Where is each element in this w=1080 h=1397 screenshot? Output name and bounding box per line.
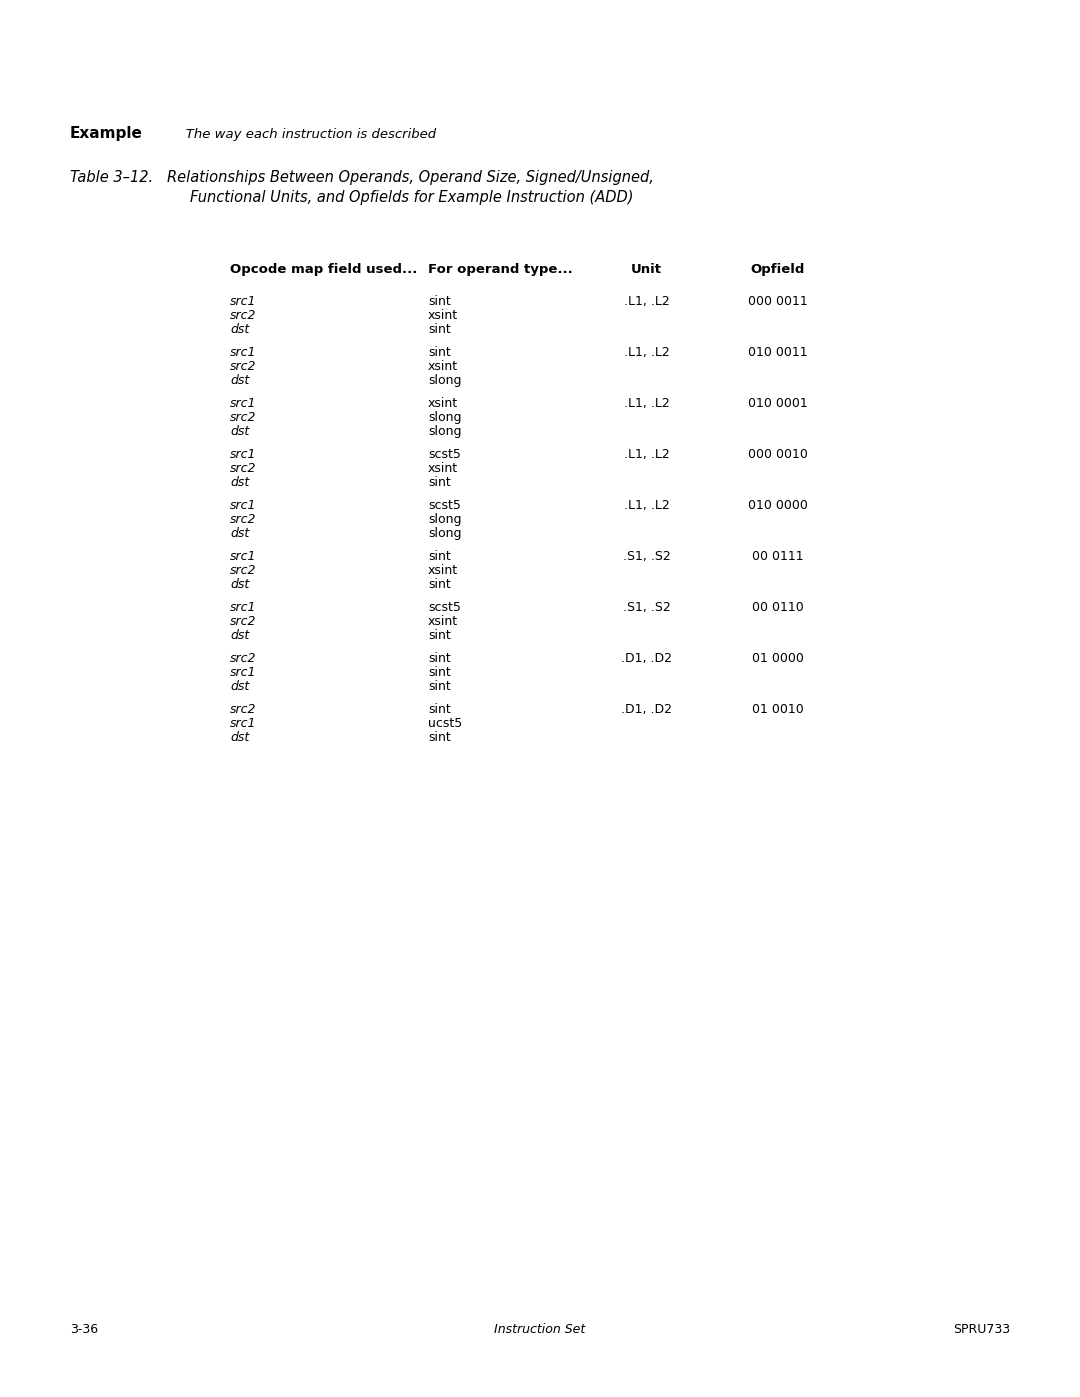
Text: 010 0001: 010 0001 xyxy=(747,397,808,409)
Text: dst: dst xyxy=(230,374,249,387)
Text: src1: src1 xyxy=(230,601,257,615)
Text: src1: src1 xyxy=(230,397,257,409)
Text: sint: sint xyxy=(428,323,450,337)
Text: SPRU733: SPRU733 xyxy=(953,1323,1010,1336)
Text: sint: sint xyxy=(428,346,450,359)
Text: sint: sint xyxy=(428,578,450,591)
Text: 01 0000: 01 0000 xyxy=(752,652,804,665)
Text: sint: sint xyxy=(428,652,450,665)
Text: scst5: scst5 xyxy=(428,499,461,511)
Text: slong: slong xyxy=(428,527,461,541)
Text: sint: sint xyxy=(428,476,450,489)
Text: src2: src2 xyxy=(230,703,257,717)
Text: .D1, .D2: .D1, .D2 xyxy=(621,652,672,665)
Text: .L1, .L2: .L1, .L2 xyxy=(623,448,670,461)
Text: sint: sint xyxy=(428,680,450,693)
Text: xsint: xsint xyxy=(428,397,458,409)
Text: src2: src2 xyxy=(230,309,257,321)
Text: 000 0010: 000 0010 xyxy=(747,448,808,461)
Text: scst5: scst5 xyxy=(428,601,461,615)
Text: The way each instruction is described: The way each instruction is described xyxy=(173,129,435,141)
Text: dst: dst xyxy=(230,323,249,337)
Text: dst: dst xyxy=(230,476,249,489)
Text: slong: slong xyxy=(428,411,461,425)
Text: src2: src2 xyxy=(230,360,257,373)
Text: .L1, .L2: .L1, .L2 xyxy=(623,397,670,409)
Text: 010 0000: 010 0000 xyxy=(747,499,808,511)
Text: src2: src2 xyxy=(230,652,257,665)
Text: src2: src2 xyxy=(230,513,257,527)
Text: sint: sint xyxy=(428,731,450,745)
Text: 01 0010: 01 0010 xyxy=(752,703,804,717)
Text: src1: src1 xyxy=(230,666,257,679)
Text: slong: slong xyxy=(428,425,461,439)
Text: sint: sint xyxy=(428,666,450,679)
Text: dst: dst xyxy=(230,680,249,693)
Text: dst: dst xyxy=(230,629,249,643)
Text: 3-36: 3-36 xyxy=(70,1323,98,1336)
Text: dst: dst xyxy=(230,731,249,745)
Text: 00 0111: 00 0111 xyxy=(752,550,804,563)
Text: scst5: scst5 xyxy=(428,448,461,461)
Text: .L1, .L2: .L1, .L2 xyxy=(623,499,670,511)
Text: 000 0011: 000 0011 xyxy=(747,295,808,307)
Text: xsint: xsint xyxy=(428,615,458,629)
Text: src2: src2 xyxy=(230,615,257,629)
Text: Functional Units, and Opfields for Example Instruction (ADD): Functional Units, and Opfields for Examp… xyxy=(190,190,634,205)
Text: ucst5: ucst5 xyxy=(428,717,462,731)
Text: dst: dst xyxy=(230,425,249,439)
Text: src2: src2 xyxy=(230,411,257,425)
Text: xsint: xsint xyxy=(428,564,458,577)
Text: Instruction Set: Instruction Set xyxy=(495,1323,585,1336)
Text: sint: sint xyxy=(428,703,450,717)
Text: src1: src1 xyxy=(230,448,257,461)
Text: xsint: xsint xyxy=(428,462,458,475)
Text: 010 0011: 010 0011 xyxy=(747,346,808,359)
Text: src1: src1 xyxy=(230,717,257,731)
Text: 00 0110: 00 0110 xyxy=(752,601,804,615)
Text: src1: src1 xyxy=(230,346,257,359)
Text: dst: dst xyxy=(230,578,249,591)
Text: Unit: Unit xyxy=(631,263,662,277)
Text: .D1, .D2: .D1, .D2 xyxy=(621,703,672,717)
Text: xsint: xsint xyxy=(428,360,458,373)
Text: Example: Example xyxy=(70,126,143,141)
Text: Table 3–12.   Relationships Between Operands, Operand Size, Signed/Unsigned,: Table 3–12. Relationships Between Operan… xyxy=(70,170,653,184)
Text: src2: src2 xyxy=(230,462,257,475)
Text: Opfield: Opfield xyxy=(751,263,805,277)
Text: src1: src1 xyxy=(230,550,257,563)
Text: src1: src1 xyxy=(230,295,257,307)
Text: .L1, .L2: .L1, .L2 xyxy=(623,295,670,307)
Text: .L1, .L2: .L1, .L2 xyxy=(623,346,670,359)
Text: src2: src2 xyxy=(230,564,257,577)
Text: dst: dst xyxy=(230,527,249,541)
Text: xsint: xsint xyxy=(428,309,458,321)
Text: .S1, .S2: .S1, .S2 xyxy=(623,601,671,615)
Text: Opcode map field used...: Opcode map field used... xyxy=(230,263,417,277)
Text: For operand type...: For operand type... xyxy=(428,263,572,277)
Text: .S1, .S2: .S1, .S2 xyxy=(623,550,671,563)
Text: slong: slong xyxy=(428,513,461,527)
Text: slong: slong xyxy=(428,374,461,387)
Text: sint: sint xyxy=(428,550,450,563)
Text: sint: sint xyxy=(428,629,450,643)
Text: sint: sint xyxy=(428,295,450,307)
Text: src1: src1 xyxy=(230,499,257,511)
